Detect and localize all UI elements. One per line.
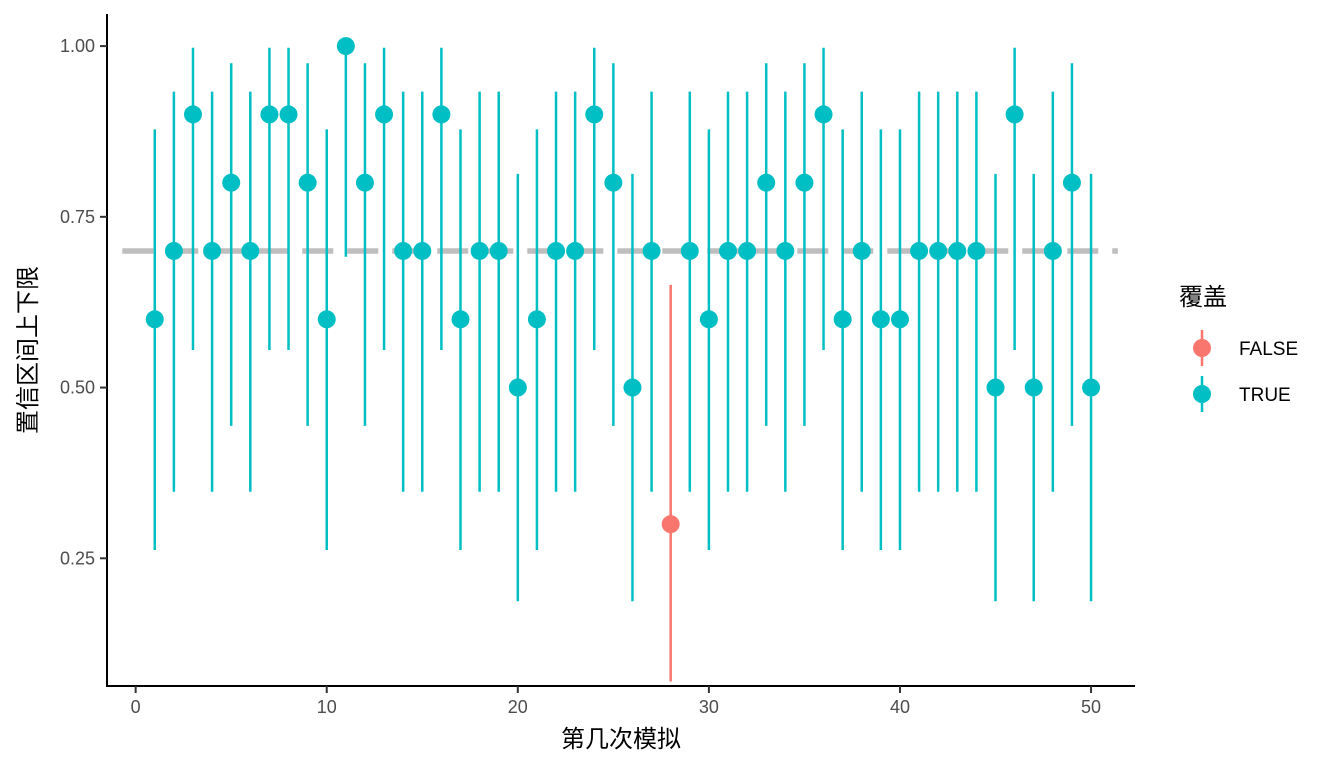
point-true-10 [317, 310, 336, 329]
point-true-4 [203, 241, 222, 260]
point-true-15 [413, 241, 432, 260]
x-tick-label-20: 20 [508, 697, 528, 717]
x-axis-title: 第几次模拟 [561, 725, 681, 753]
point-true-38 [852, 241, 871, 260]
x-tick-label-30: 30 [699, 697, 719, 717]
legend-entry-true: TRUE [1193, 376, 1291, 412]
point-true-21 [527, 310, 546, 329]
point-true-37 [833, 310, 852, 329]
point-true-30 [699, 310, 718, 329]
point-true-22 [547, 241, 566, 260]
point-true-47 [1024, 378, 1043, 397]
point-true-31 [719, 241, 738, 260]
x-tick-label-50: 50 [1081, 697, 1101, 717]
point-true-12 [355, 173, 374, 192]
point-true-13 [375, 105, 394, 124]
point-true-18 [470, 241, 489, 260]
point-true-26 [623, 378, 642, 397]
point-true-34 [776, 241, 795, 260]
y-tick-label-0.75: 0.75 [60, 207, 95, 227]
point-true-41 [910, 241, 929, 260]
point-true-48 [1043, 241, 1062, 260]
point-true-33 [757, 173, 776, 192]
point-true-6 [241, 241, 260, 260]
legend-label-false: FALSE [1239, 339, 1298, 360]
legend-key-point-true [1193, 385, 1211, 403]
legend-entry-false: FALSE [1193, 330, 1298, 366]
x-tick-label-0: 0 [131, 697, 141, 717]
ticks-layer: 0 10 20 30 40 50 0.25 0.50 0.75 1.00 [60, 36, 1101, 717]
axes-layer [106, 14, 1135, 687]
y-axis-title: 置信区间上下限 [14, 266, 42, 434]
point-true-25 [604, 173, 623, 192]
x-tick-label-40: 40 [890, 697, 910, 717]
y-tick-label-1: 1.00 [60, 36, 95, 56]
point-true-36 [814, 105, 833, 124]
point-false-28 [661, 515, 680, 534]
y-tick-label-0.5: 0.50 [60, 378, 95, 398]
point-true-9 [298, 173, 317, 192]
point-true-7 [260, 105, 279, 124]
point-true-35 [795, 173, 814, 192]
marks-layer [145, 37, 1101, 682]
legend-key-point-false [1193, 339, 1211, 357]
point-true-32 [738, 241, 757, 260]
legend-label-true: TRUE [1239, 385, 1291, 406]
point-true-1 [145, 310, 164, 329]
point-true-50 [1082, 378, 1101, 397]
point-true-40 [890, 310, 909, 329]
point-true-20 [508, 378, 527, 397]
point-true-49 [1062, 173, 1081, 192]
point-true-29 [680, 241, 699, 260]
point-true-3 [183, 105, 202, 124]
point-true-24 [585, 105, 604, 124]
point-true-39 [871, 310, 890, 329]
point-true-8 [279, 105, 298, 124]
point-true-27 [642, 241, 661, 260]
point-true-16 [432, 105, 451, 124]
legend: 覆盖 FALSE TRUE [1179, 283, 1298, 412]
legend-title: 覆盖 [1179, 283, 1227, 311]
point-true-11 [336, 37, 355, 56]
point-true-46 [1005, 105, 1024, 124]
point-true-2 [164, 241, 183, 260]
point-true-5 [222, 173, 241, 192]
point-true-19 [489, 241, 508, 260]
x-tick-label-10: 10 [317, 697, 337, 717]
point-true-43 [948, 241, 967, 260]
point-true-44 [967, 241, 986, 260]
point-true-23 [566, 241, 585, 260]
point-true-45 [986, 378, 1005, 397]
point-true-14 [394, 241, 413, 260]
point-true-17 [451, 310, 470, 329]
y-tick-label-0.25: 0.25 [60, 548, 95, 568]
point-true-42 [929, 241, 948, 260]
